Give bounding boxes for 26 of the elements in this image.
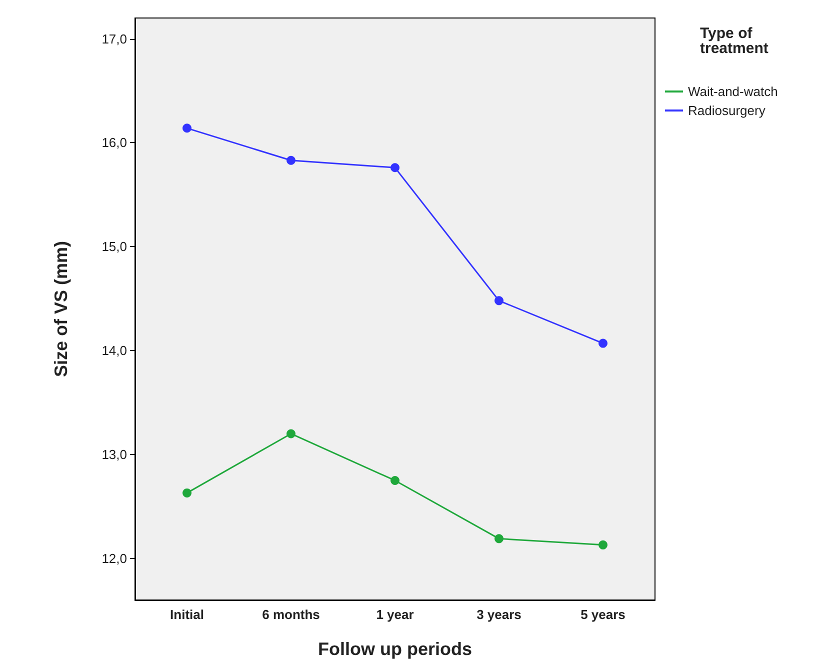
point (182, 488, 192, 498)
point (598, 540, 608, 550)
point (182, 124, 192, 133)
point (390, 163, 400, 172)
legend-label: Radiosurgery (688, 103, 766, 118)
point (494, 534, 504, 544)
x-tick-label: 6 months (262, 607, 320, 622)
y-tick-label: 16,0 (102, 135, 127, 150)
x-tick-label: 3 years (476, 607, 522, 622)
x-tick-label: Initial (170, 607, 204, 622)
x-axis-title: Follow up periods (318, 639, 472, 659)
y-tick-label: 13,0 (102, 447, 127, 462)
point (598, 338, 608, 348)
y-tick-label: 15,0 (102, 239, 127, 254)
legend-label: Wait-and-watch (688, 84, 778, 99)
y-tick-label: 17,0 (102, 31, 127, 46)
point (286, 156, 296, 165)
point (286, 429, 296, 438)
point (390, 476, 400, 485)
y-tick-label: 12,0 (102, 550, 127, 566)
x-tick-label: 5 years (580, 607, 626, 622)
point (494, 296, 504, 306)
y-axis-title: Size of VS (mm) (51, 240, 71, 378)
x-tick-label: 1 year (376, 607, 414, 622)
legend-title: Type of treatment (700, 25, 768, 57)
y-tick-label: 14,0 (102, 343, 127, 358)
